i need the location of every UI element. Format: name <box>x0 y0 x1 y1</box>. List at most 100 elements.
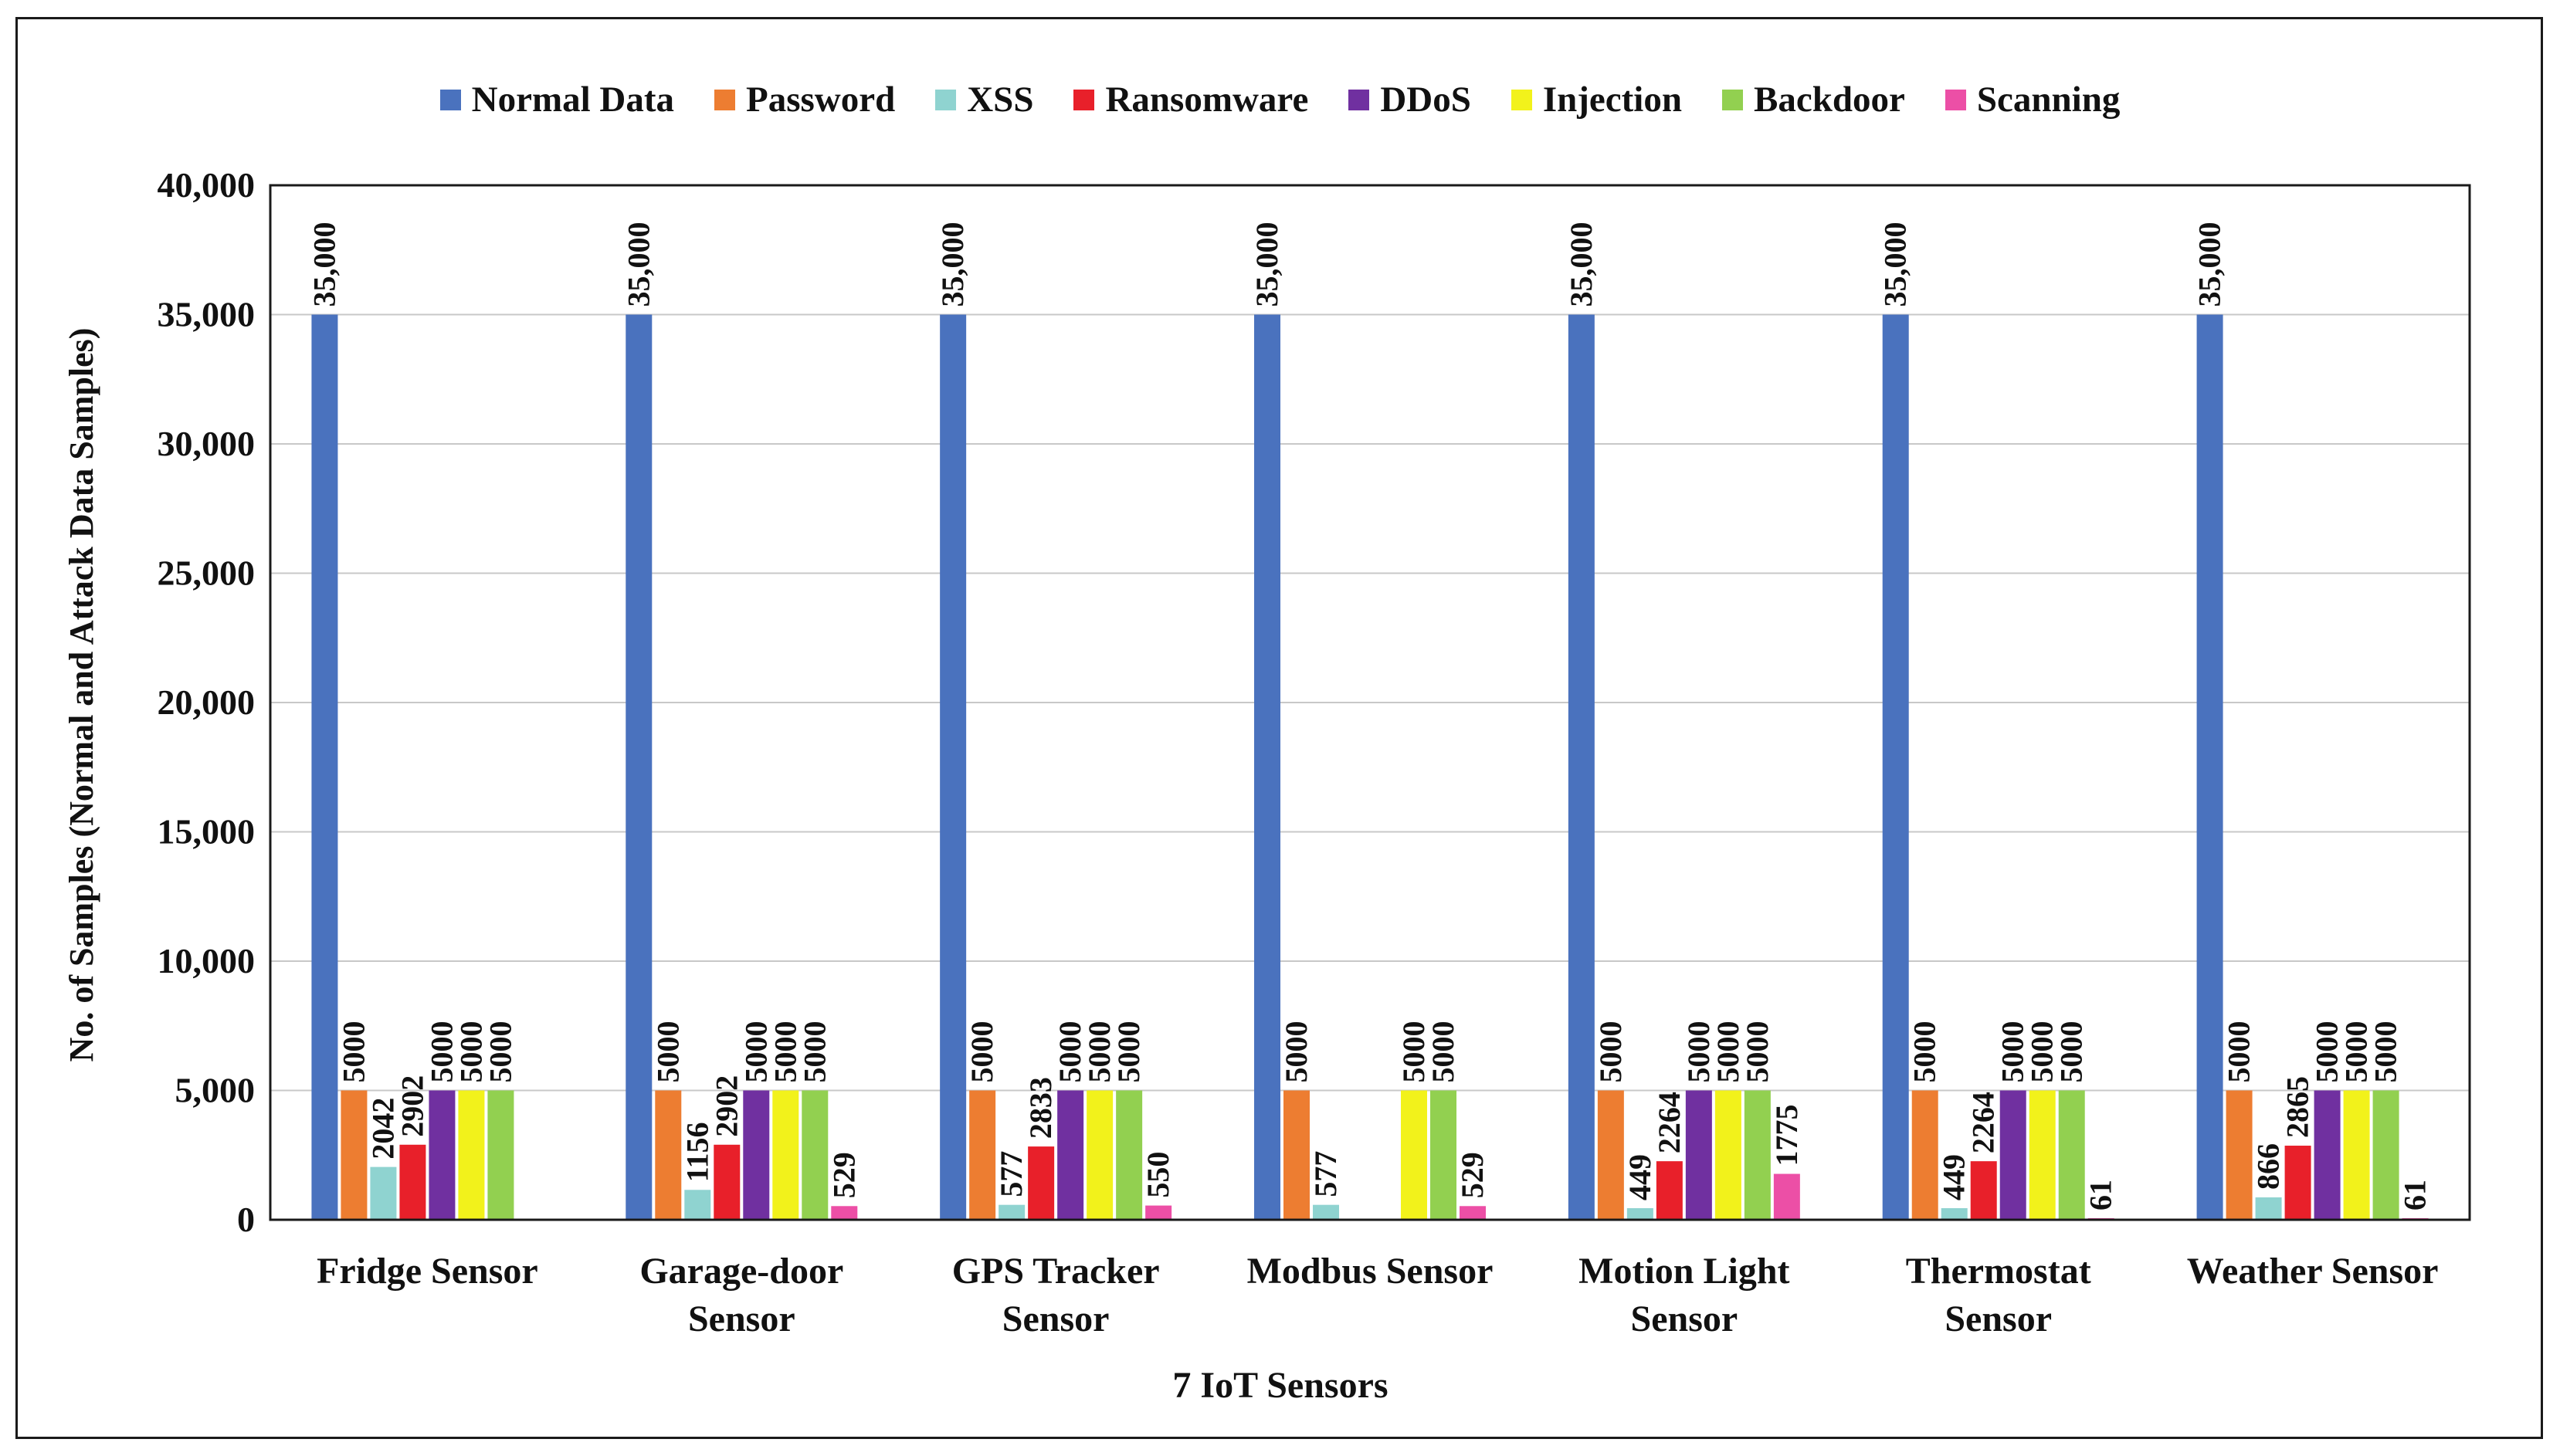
data-label: 35,000 <box>621 222 656 307</box>
legend-item: Normal Data <box>439 79 674 120</box>
data-label: 5000 <box>2368 1021 2403 1083</box>
data-label: 35,000 <box>935 222 970 307</box>
bar <box>1970 1161 1997 1220</box>
data-label: 5000 <box>2339 1021 2374 1083</box>
data-label: 5000 <box>2054 1021 2089 1083</box>
legend-swatch <box>1722 89 1743 110</box>
data-label: 5000 <box>1907 1021 1942 1083</box>
legend-item: Ransomware <box>1073 79 1308 120</box>
data-label: 449 <box>1622 1154 1657 1200</box>
data-label: 5000 <box>1396 1021 1431 1083</box>
plot-area <box>269 184 2471 1221</box>
data-label: 35,000 <box>1564 222 1599 307</box>
data-label: 550 <box>1141 1152 1175 1198</box>
data-label: 5000 <box>1426 1021 1460 1083</box>
data-label: 529 <box>826 1152 861 1198</box>
legend-label: XSS <box>967 80 1034 120</box>
data-labels: 35,00050002042290250005000500035,0005000… <box>307 222 2432 1211</box>
bar <box>311 314 338 1220</box>
data-label: 61 <box>2398 1180 2433 1211</box>
y-tick-label: 20,000 <box>158 682 256 722</box>
legend-swatch <box>1511 89 1532 110</box>
data-label: 1156 <box>680 1122 714 1182</box>
legend-swatch <box>439 89 461 110</box>
gridlines <box>270 313 2470 1092</box>
bar <box>487 1090 514 1220</box>
bar <box>2372 1090 2399 1220</box>
bar <box>940 314 967 1220</box>
bar <box>429 1090 456 1220</box>
bar <box>1460 1206 1486 1220</box>
bar <box>969 1090 996 1220</box>
legend-item: Backdoor <box>1722 79 1905 120</box>
x-tick-label: Sensor <box>1945 1299 2052 1339</box>
legend-label: Backdoor <box>1754 80 1905 120</box>
bar <box>1744 1090 1771 1220</box>
data-label: 5000 <box>2310 1021 2345 1083</box>
bar <box>1430 1090 1456 1220</box>
data-label: 5000 <box>1995 1021 2030 1083</box>
x-tick-label: Sensor <box>1631 1299 1738 1339</box>
data-label: 5000 <box>1593 1021 1628 1083</box>
y-tick-label: 15,000 <box>158 812 256 852</box>
data-label: 5000 <box>453 1021 488 1083</box>
data-label: 5000 <box>965 1021 999 1083</box>
bar <box>1057 1090 1084 1220</box>
data-label: 5000 <box>1681 1021 1716 1083</box>
data-label: 35,000 <box>1249 222 1284 307</box>
data-label: 2902 <box>395 1075 429 1137</box>
y-axis-title: No. of Samples (Normal and Attack Data S… <box>63 328 100 1062</box>
legend-item: XSS <box>935 79 1033 120</box>
bar <box>999 1204 1026 1220</box>
y-tick-label: 0 <box>237 1200 255 1239</box>
legend-label: DDoS <box>1380 80 1471 120</box>
data-label: 2042 <box>365 1098 400 1160</box>
y-tick-label: 10,000 <box>158 941 256 980</box>
bar <box>743 1090 770 1220</box>
data-label: 5000 <box>738 1021 773 1083</box>
data-label: 5000 <box>483 1021 517 1083</box>
y-tick-label: 40,000 <box>158 165 256 205</box>
data-label: 5000 <box>1740 1021 1775 1083</box>
bar <box>1656 1161 1683 1220</box>
x-tick-label: Garage-door <box>639 1251 843 1292</box>
legend-item: Password <box>714 79 895 120</box>
y-tick-label: 25,000 <box>158 554 256 593</box>
data-label: 5000 <box>797 1021 832 1083</box>
legend-label: Injection <box>1542 80 1682 120</box>
bar <box>2196 314 2223 1220</box>
data-label: 577 <box>1308 1151 1343 1197</box>
data-label: 5000 <box>650 1021 685 1083</box>
bar <box>1685 1090 1712 1220</box>
x-tick-label: Sensor <box>1002 1299 1110 1339</box>
bar <box>1999 1090 2026 1220</box>
legend: Normal Data Password XSS Ransomware DDoS Inje… <box>0 79 2560 120</box>
bar <box>1145 1205 1172 1220</box>
data-label: 5000 <box>2025 1021 2060 1083</box>
x-tick-label: Sensor <box>688 1299 795 1339</box>
legend-label: Ransomware <box>1105 80 1309 120</box>
data-label: 35,000 <box>307 222 341 307</box>
chart-frame <box>15 17 2543 1439</box>
x-tick-label: Fridge Sensor <box>317 1251 538 1292</box>
bar <box>1714 1090 1741 1220</box>
bar <box>1911 1090 1938 1220</box>
data-label: 5000 <box>336 1021 371 1083</box>
x-tick-label: Motion Light <box>1578 1251 1789 1292</box>
legend-swatch <box>935 89 957 110</box>
x-tick-label: Thermostat <box>1906 1251 2091 1292</box>
data-label: 5000 <box>1082 1021 1117 1083</box>
data-label: 5000 <box>1279 1021 1314 1083</box>
data-label: 2264 <box>1966 1092 2001 1153</box>
bar <box>458 1090 485 1220</box>
bar <box>2029 1090 2056 1220</box>
x-tick-label: Modbus Sensor <box>1247 1251 1494 1292</box>
bar <box>1401 1090 1427 1220</box>
bar <box>1028 1146 1055 1220</box>
data-label: 5000 <box>768 1021 802 1083</box>
legend-label: Normal Data <box>471 80 674 120</box>
legend-swatch <box>714 89 735 110</box>
bars <box>311 314 2429 1220</box>
bar <box>1773 1173 1800 1220</box>
y-tick-label: 35,000 <box>158 295 256 334</box>
